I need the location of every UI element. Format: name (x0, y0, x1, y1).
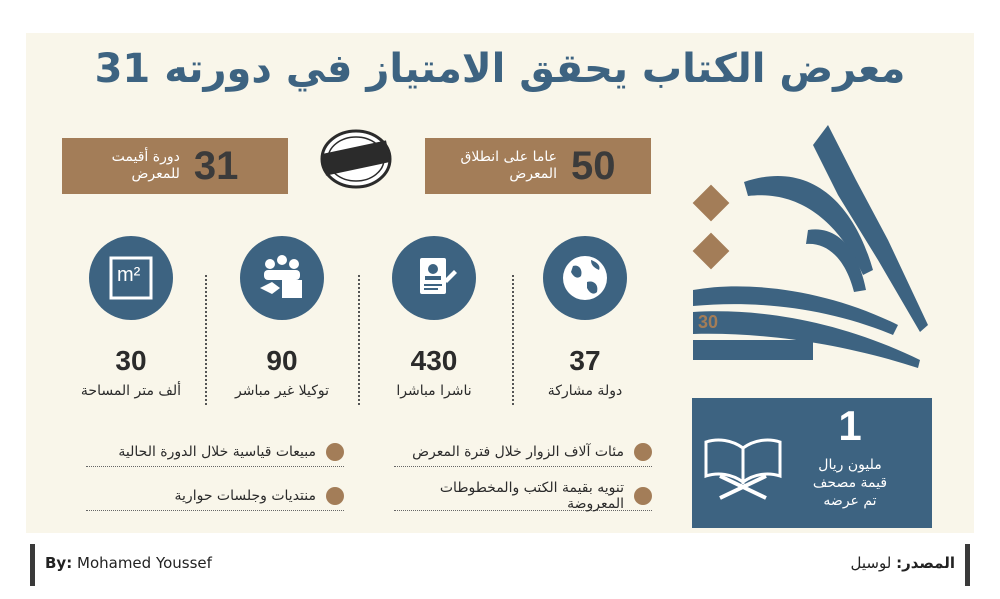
list-item: تنويه بقيمة الكتب والمخطوطات المعروضة (394, 480, 652, 512)
bullet-dot (326, 443, 344, 461)
stat-years-box: 50 عاما على انطلاق المعرض (425, 138, 651, 194)
quran-value-box: 1 مليون ريال قيمة مصحف تم عرضه (692, 398, 932, 528)
book-30-logo: 30 (688, 120, 940, 370)
list-item-text: مئات آلاف الزوار خلال فترة المعرض (412, 444, 624, 460)
stat-editions-line2: للمعرض (131, 166, 180, 182)
stat-countries-label: دولة مشاركة (547, 383, 623, 399)
id-card-icon (392, 236, 476, 320)
list-item-text: مبيعات قياسية خلال الدورة الحالية (118, 444, 316, 460)
divider (512, 275, 514, 405)
stat-agencies-number: 90 (266, 345, 298, 376)
divider (358, 275, 360, 405)
quran-value-number: 1 (838, 402, 862, 449)
footer-author-name: Mohamed Youssef (77, 554, 212, 572)
list-item: مبيعات قياسية خلال الدورة الحالية (86, 438, 344, 467)
bullet-dot (634, 443, 652, 461)
stat-editions-line1: دورة أقيمت (111, 149, 180, 165)
footer-source-label: المصدر: (896, 554, 955, 572)
stat-years-number: 50 (570, 143, 616, 188)
stat-years-text: عاما على انطلاق المعرض (461, 149, 557, 183)
quran-line1: مليون ريال (818, 457, 882, 473)
list-item: مئات آلاف الزوار خلال فترة المعرض (394, 438, 652, 467)
logo-number: 30 (698, 312, 719, 332)
quran-line2: قيمة مصحف (812, 475, 888, 491)
square-meter-icon: m² (89, 236, 173, 320)
stat-editions-number: 31 (193, 143, 239, 188)
list-item: منتديات وجلسات حوارية (86, 482, 344, 511)
bullet-dot (326, 487, 344, 505)
stat-area-number: 30 (115, 345, 147, 376)
square-meter-text: m² (117, 264, 141, 286)
globe-icon (543, 236, 627, 320)
lusail-infographic-stamp-logo (317, 127, 395, 191)
stat-editions-text: دورة أقيمت للمعرض (112, 149, 180, 183)
stat-years-line1: عاما على انطلاق (460, 149, 557, 165)
footer-source: المصدر: لوسيل (851, 554, 955, 572)
quran-line3: تم عرضه (823, 493, 877, 509)
page-title: معرض الكتاب يحقق الامتياز في دورته 31 (94, 46, 906, 92)
footer-author: By: Mohamed Youssef (45, 554, 212, 572)
stat-agencies-label: توكيلا غير مباشر (235, 383, 329, 399)
open-quran-icon (702, 426, 784, 506)
quran-value-text: مليون ريال قيمة مصحف تم عرضه (780, 456, 920, 510)
stat-editions-box: 31 دورة أقيمت للمعرض (62, 138, 288, 194)
stat-publishers-label: ناشرا مباشرا (396, 383, 472, 399)
divider (205, 275, 207, 405)
list-item-text: منتديات وجلسات حوارية (174, 488, 316, 504)
stat-publishers-number: 430 (410, 345, 458, 376)
bullet-dot (634, 487, 652, 505)
footer-source-name: لوسيل (850, 554, 892, 572)
stat-area-label: ألف متر المساحة (80, 383, 182, 399)
footer: By: Mohamed Youssef المصدر: لوسيل (30, 544, 970, 586)
stat-countries-number: 37 (569, 345, 601, 376)
stat-years-line2: المعرض (509, 166, 557, 182)
footer-author-label: By: (45, 554, 73, 572)
agents-handshake-icon (240, 236, 324, 320)
list-item-text: تنويه بقيمة الكتب والمخطوطات المعروضة (439, 480, 624, 512)
